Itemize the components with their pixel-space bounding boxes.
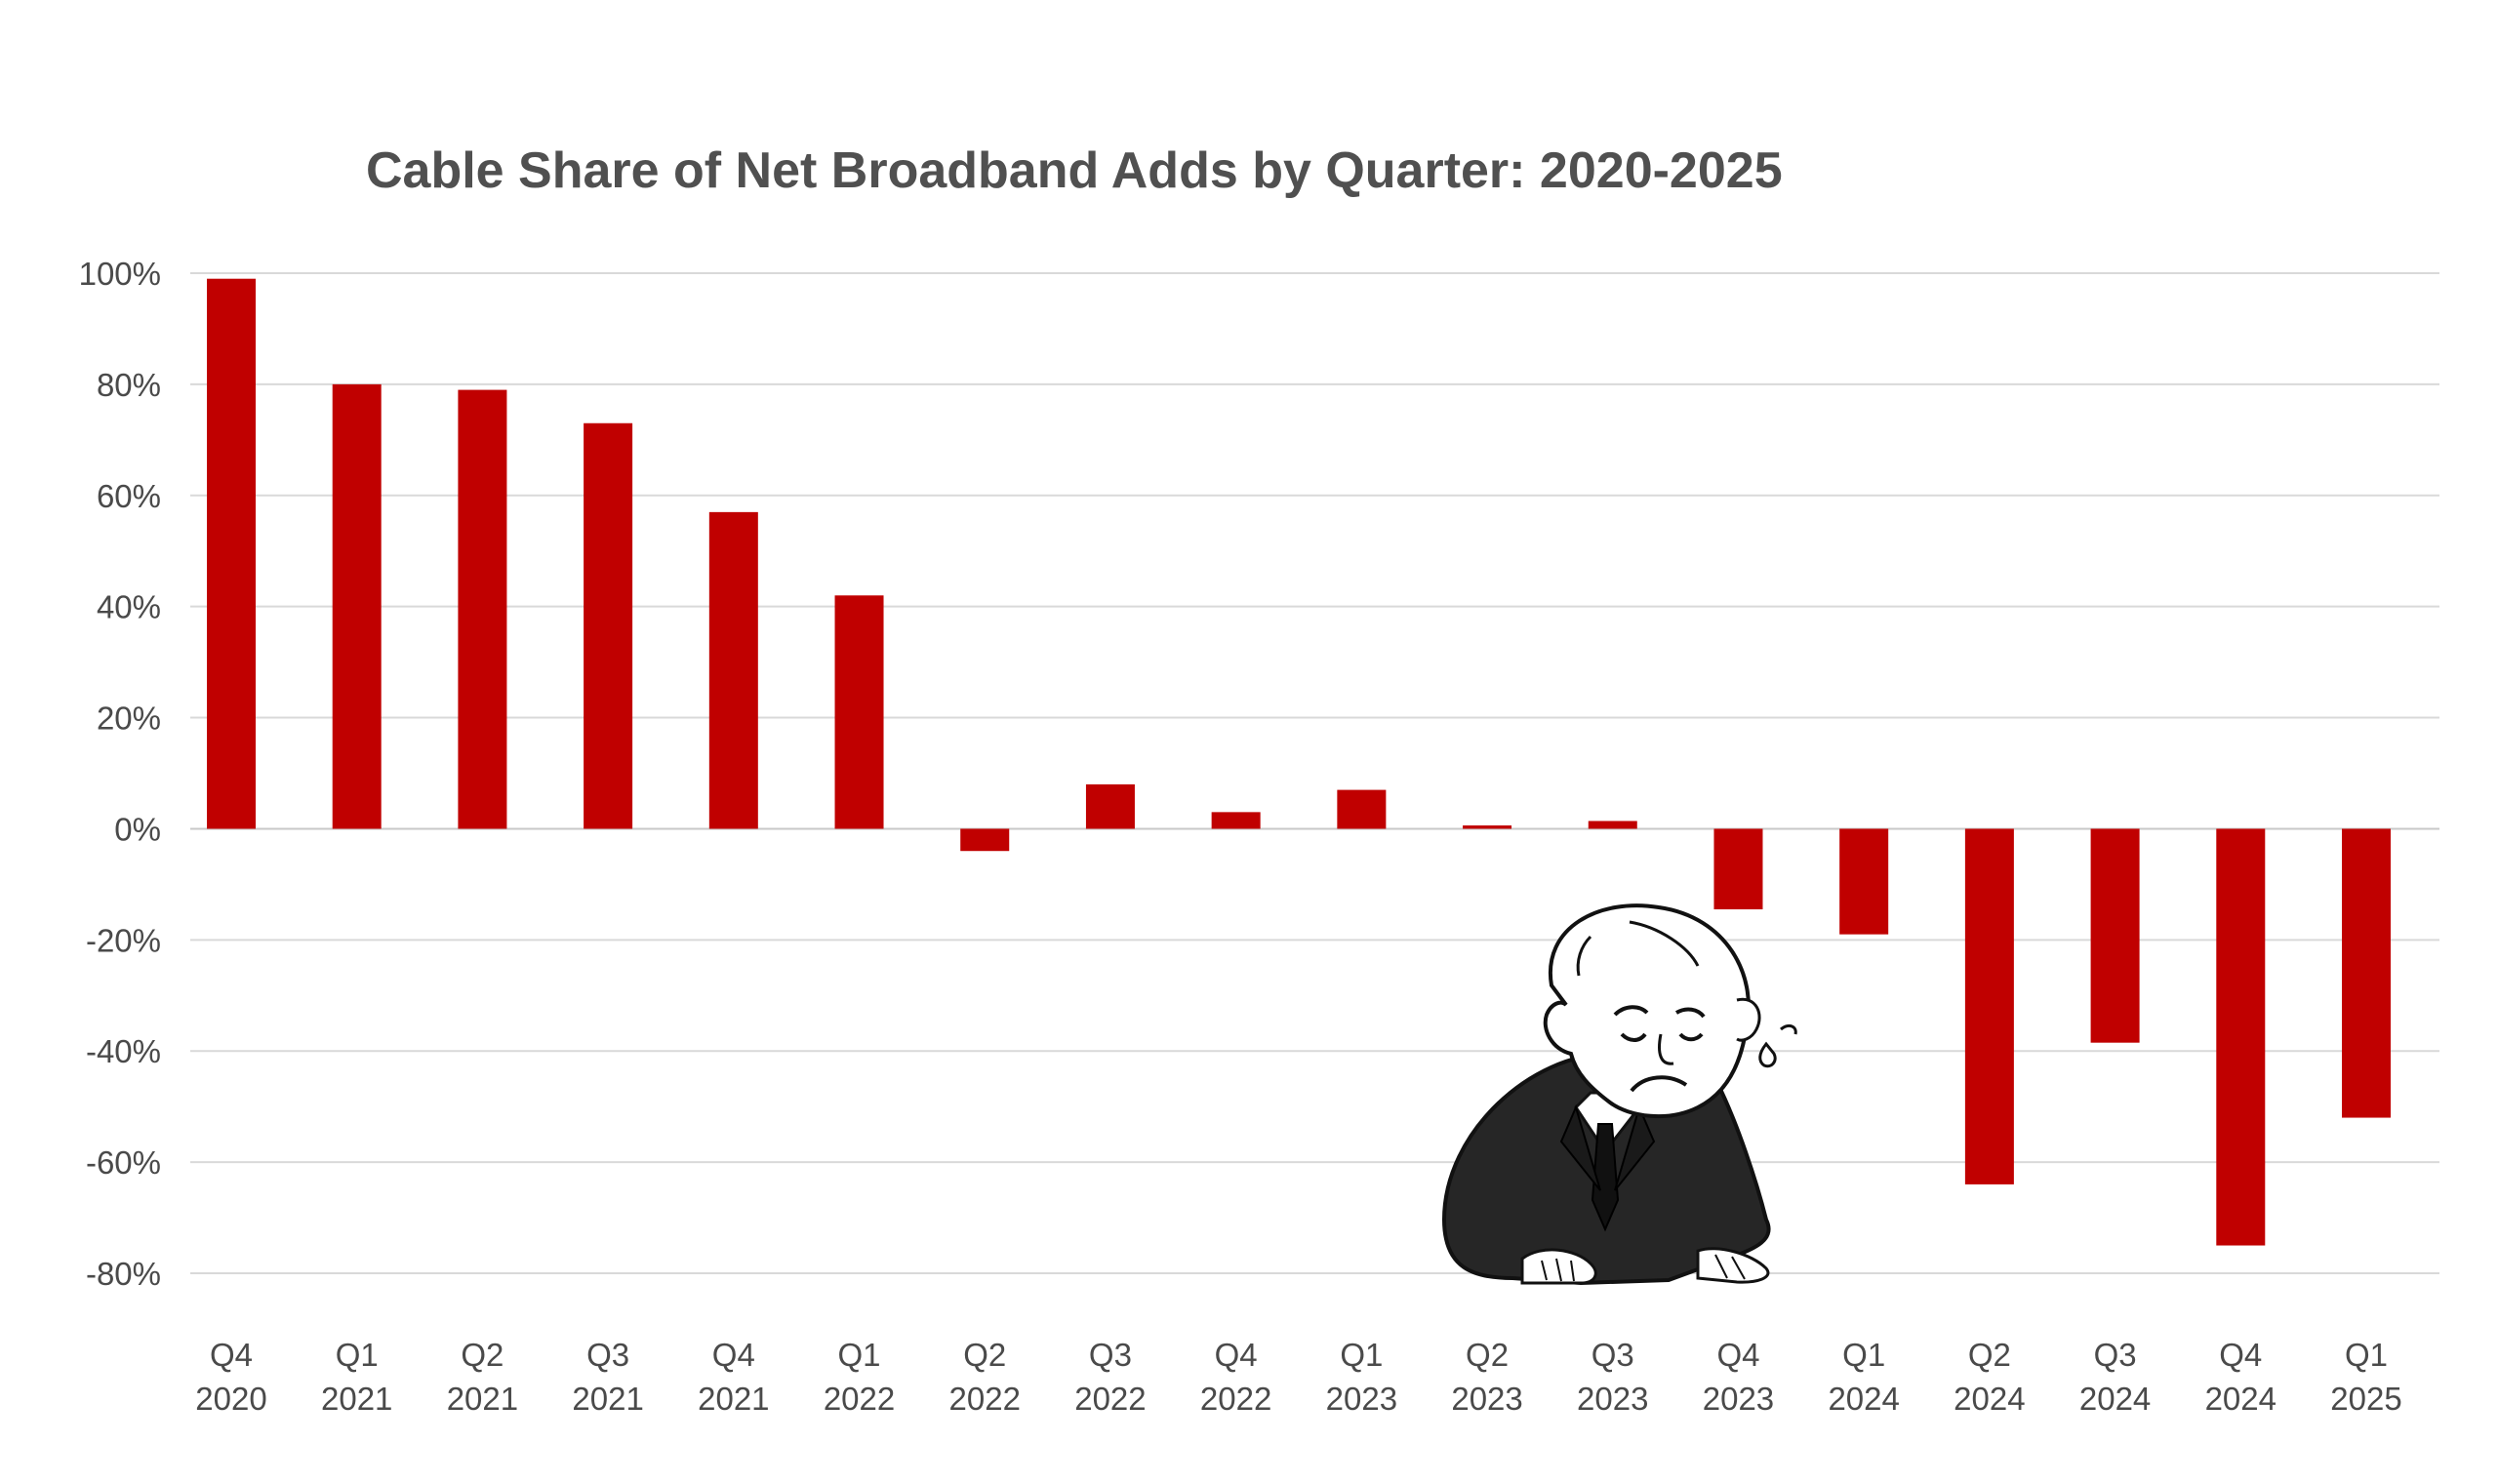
bar	[1839, 828, 1889, 935]
x-tick-label-year: 2022	[824, 1381, 895, 1417]
x-tick-label-quarter: Q1	[2345, 1337, 2388, 1373]
bar	[1337, 789, 1387, 829]
x-tick-label-year: 2023	[1703, 1381, 1774, 1417]
x-tick-label-year: 2024	[2205, 1381, 2276, 1417]
x-tick-label-year: 2021	[447, 1381, 518, 1417]
x-tick-label-quarter: Q3	[2094, 1337, 2137, 1373]
bar	[1211, 812, 1261, 829]
bar	[1085, 783, 1135, 829]
y-tick-label: 60%	[97, 478, 161, 514]
x-tick-label-quarter: Q1	[1842, 1337, 1885, 1373]
gridlines	[190, 272, 2439, 1274]
x-tick-label-year: 2022	[1200, 1381, 1271, 1417]
bar	[584, 422, 633, 829]
y-tick-label: -80%	[86, 1256, 161, 1292]
y-tick-label: 0%	[114, 811, 161, 847]
x-tick-label-quarter: Q3	[1089, 1337, 1132, 1373]
x-axis: Q4 2020 Q1 2021 Q2 2021 Q3 2021 Q4 2021 Q1 2022 Q2 20…	[195, 1337, 2401, 1417]
x-tick-label-year: 2023	[1577, 1381, 1648, 1417]
x-tick-label-year: 2024	[1828, 1381, 1899, 1417]
chart-title: Cable Share of Net Broadband Adds by Qua…	[366, 142, 1783, 199]
y-tick-label: -20%	[86, 922, 161, 958]
bar	[2090, 828, 2140, 1043]
x-tick-label-quarter: Q2	[963, 1337, 1006, 1373]
x-tick-label-year: 2024	[2079, 1381, 2151, 1417]
x-tick-label-quarter: Q2	[461, 1337, 504, 1373]
x-tick-label-year: 2021	[572, 1381, 643, 1417]
y-tick-label: 40%	[97, 589, 161, 625]
x-tick-label-year: 2022	[1074, 1381, 1146, 1417]
x-tick-label-year: 2020	[195, 1381, 266, 1417]
bar	[960, 828, 1010, 852]
x-tick-label-year: 2024	[1954, 1381, 2025, 1417]
x-tick-label-year: 2022	[949, 1381, 1021, 1417]
bar	[1713, 828, 1763, 910]
y-tick-label: 80%	[97, 367, 161, 403]
bar	[2342, 828, 2391, 1118]
x-tick-label-quarter: Q2	[1466, 1337, 1509, 1373]
x-tick-label-quarter: Q4	[1716, 1337, 1759, 1373]
x-tick-label-year: 2025	[2330, 1381, 2401, 1417]
x-tick-label-quarter: Q1	[1340, 1337, 1383, 1373]
y-tick-label: -60%	[86, 1144, 161, 1181]
x-tick-label-year: 2021	[321, 1381, 392, 1417]
bar	[1463, 825, 1512, 829]
x-tick-label-year: 2023	[1326, 1381, 1397, 1417]
x-tick-label-quarter: Q3	[1591, 1337, 1634, 1373]
x-tick-label-quarter: Q4	[2219, 1337, 2262, 1373]
x-tick-label-quarter: Q4	[712, 1337, 755, 1373]
bars	[207, 278, 2391, 1246]
x-tick-label-quarter: Q3	[586, 1337, 629, 1373]
y-tick-label: -40%	[86, 1033, 161, 1069]
bar	[834, 595, 884, 829]
bar	[1964, 828, 2014, 1184]
bar	[332, 383, 382, 829]
x-tick-label-quarter: Q1	[336, 1337, 379, 1373]
y-axis: 100% 80% 60% 40% 20% 0% -20% -40% -60% -80%	[79, 256, 161, 1292]
y-tick-label: 20%	[97, 701, 161, 737]
bar	[1588, 821, 1637, 829]
x-tick-label-year: 2021	[698, 1381, 769, 1417]
x-tick-label-quarter: Q1	[838, 1337, 881, 1373]
bar	[2216, 828, 2266, 1246]
x-tick-label-quarter: Q2	[1968, 1337, 2011, 1373]
x-tick-label-quarter: Q4	[1215, 1337, 1258, 1373]
bar	[708, 511, 758, 829]
bar	[458, 389, 507, 829]
x-tick-label-year: 2023	[1451, 1381, 1522, 1417]
y-tick-label: 100%	[79, 256, 161, 292]
x-tick-label-quarter: Q4	[210, 1337, 253, 1373]
bar	[207, 278, 256, 829]
sad-businessman-illustration	[1441, 903, 1797, 1286]
